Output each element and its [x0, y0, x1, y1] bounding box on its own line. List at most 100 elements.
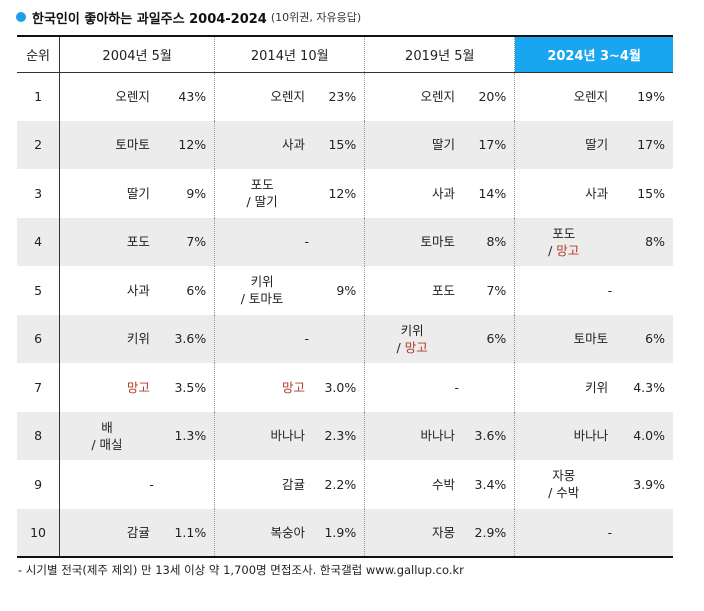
percent-cell [308, 314, 366, 363]
fruit-name: 사과 [281, 137, 305, 153]
table-row: 1 오렌지 43% 오렌지 23% 오렌지 20% 오렌지 19% [17, 72, 673, 121]
fruit-name: 토마토 [420, 234, 456, 250]
percent-cell: 14% [459, 169, 516, 218]
fruit-cell: 오렌지 [365, 72, 459, 121]
fruit-name: 바나나 [270, 428, 305, 444]
table-row: 7 망고 3.5% 망고 3.0% - 키위 4.3% [17, 363, 673, 412]
fruit-name: 오렌지 [115, 89, 150, 104]
fruit-name: / 망고 [548, 242, 580, 258]
header-row: 순위 2004년 5월 2014년 10월 2019년 5월 2024년 3~4… [17, 35, 673, 73]
percent-cell: 6% [153, 266, 216, 315]
fruit-cell: 딸기 [364, 120, 460, 169]
table-row: 4 포도 7% - 토마토 8% 포도 / 망고 8% [17, 217, 673, 266]
fruit-name: 토마토 [115, 137, 150, 153]
fruit-name: 자몽 [432, 524, 456, 540]
fruit-cell: 복숭아 [214, 508, 309, 558]
fruit-cell: 사과 [515, 169, 612, 218]
header-period-2024: 2024년 3~4월 [514, 35, 673, 73]
mango-highlight: 망고 [126, 379, 150, 395]
header-period-2004: 2004년 5월 [59, 35, 216, 73]
percent-cell: 15% [308, 120, 366, 169]
table-row: 10 감귤 1.1% 복숭아 1.9% 자몽 2.9% - [17, 508, 673, 558]
percent-cell: 1.9% [308, 508, 366, 558]
page-title: 한국인이 좋아하는 과일주스 2004-2024 (10위권, 자유응답) [16, 6, 361, 28]
fruit-name: 토마토 [573, 331, 609, 347]
fruit-name: 사과 [126, 282, 150, 298]
ranking-table: 순위 2004년 5월 2014년 10월 2019년 5월 2024년 3~4… [17, 35, 673, 558]
fruit-name: 수박 [432, 476, 456, 492]
fruit-name: 포도 [126, 234, 150, 250]
fruit-cell: 키위 [515, 363, 612, 412]
fruit-name: 딸기 [432, 137, 456, 153]
percent-cell: 4.0% [612, 411, 673, 460]
mango-highlight: 망고 [556, 242, 580, 258]
title-subtitle: (10위권, 자유응답) [270, 11, 362, 24]
rank-cell: 8 [17, 411, 61, 460]
fruit-name: 자몽 [552, 468, 576, 484]
percent-cell: 23% [308, 72, 366, 121]
fruit-name: 감귤 [126, 524, 150, 540]
fruit-name: 오렌지 [270, 89, 305, 104]
fruit-name: 키위 [250, 274, 274, 290]
fruit-cell: 자몽 / 수박 [515, 460, 612, 509]
fruit-cell: 망고 [60, 363, 154, 412]
fruit-cell: - [214, 314, 309, 363]
fruit-name: 딸기 [126, 185, 150, 201]
percent-cell: 1.3% [153, 411, 216, 460]
fruit-name: 감귤 [281, 476, 305, 492]
percent-cell: 2.2% [308, 460, 366, 509]
fruit-name: 복숭아 [270, 524, 305, 540]
table-row: 9- 감귤 2.2% 수박 3.4% 자몽 / 수박 3.9% [17, 460, 673, 509]
table-row: 8 배 / 매실 1.3% 바나나 2.3% 바나나 3.6% 바나나 4.0% [17, 411, 673, 460]
percent-cell: 1.1% [153, 508, 216, 558]
mango-highlight: 망고 [281, 379, 305, 395]
percent-cell: 3.4% [459, 460, 516, 509]
fruit-cell: 자몽 [364, 508, 460, 558]
fruit-cell: 감귤 [59, 508, 154, 558]
header-period-2019: 2019년 5월 [364, 35, 516, 73]
fruit-cell: 포도 / 딸기 [215, 169, 309, 218]
rank-cell: 5 [17, 266, 61, 315]
percent-cell: 8% [459, 217, 516, 266]
percent-cell: 43% [153, 72, 216, 121]
fruit-name: 바나나 [573, 428, 609, 444]
bullet-dot-icon [16, 12, 26, 22]
fruit-name: / 토마토 [240, 291, 284, 307]
fruit-cell: 딸기 [60, 169, 154, 218]
percent-cell: 3.9% [633, 476, 665, 492]
percent-cell [308, 217, 366, 266]
fruit-cell: 오렌지 [515, 72, 612, 121]
percent-cell: 9% [308, 266, 366, 315]
fruit-cell: 키위 / 토마토 [215, 266, 309, 315]
fruit-name: 사과 [432, 185, 456, 201]
fruit-cell: 감귤 [215, 460, 309, 509]
fruit-cell: - [365, 363, 460, 412]
percent-cell [459, 363, 516, 412]
fruit-name: / 수박 [548, 485, 580, 501]
percent-cell: 15% [637, 185, 665, 201]
percent-cell: 3.6% [459, 411, 516, 460]
percent-cell: 12% [308, 169, 366, 218]
percent-cell: 3.6% [153, 314, 216, 363]
percent-cell [612, 508, 673, 558]
percent-cell: 6% [612, 314, 673, 363]
fruit-cell: 바나나 [364, 411, 460, 460]
rank-cell: 2 [17, 120, 61, 169]
fruit-name: - [149, 476, 154, 492]
percent-cell: 6% [459, 314, 516, 363]
fruit-name: 키위 [400, 322, 424, 338]
fruit-cell: 토마토 [514, 314, 613, 363]
fruit-name: - [607, 282, 613, 298]
fruit-cell: 바나나 [514, 411, 613, 460]
table-row: 5 사과 6% 키위 / 토마토 9% 포도 7% - [17, 266, 673, 315]
fruit-name: - [304, 234, 309, 250]
percent-cell [153, 460, 216, 509]
fruit-cell: 사과 [60, 266, 154, 315]
percent-cell [612, 266, 673, 315]
fruit-name: 바나나 [420, 428, 456, 444]
rank-cell: 3 [17, 169, 61, 218]
fruit-cell: 오렌지 [215, 72, 309, 121]
fruit-cell: 포도 [59, 217, 154, 266]
fruit-name: - [304, 331, 309, 347]
fruit-name: 딸기 [585, 137, 609, 153]
